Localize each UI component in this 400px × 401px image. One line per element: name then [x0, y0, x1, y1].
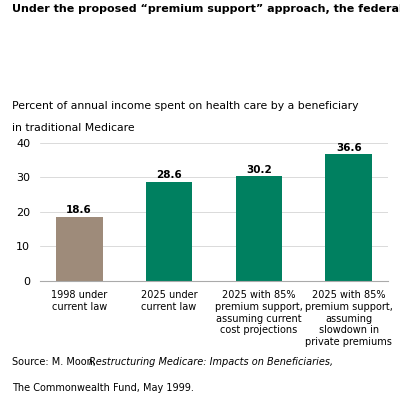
Bar	[56, 217, 102, 281]
Bar	[236, 176, 282, 281]
Text: Percent of annual income spent on health care by a beneficiary: Percent of annual income spent on health…	[12, 101, 358, 111]
Text: in traditional Medicare: in traditional Medicare	[12, 123, 135, 133]
Bar	[326, 154, 372, 281]
Text: Under the proposed “premium support” approach, the federal government would cont: Under the proposed “premium support” app…	[12, 4, 400, 14]
Text: The Commonwealth Fund, May 1999.: The Commonwealth Fund, May 1999.	[12, 383, 194, 393]
Text: Source: M. Moon,: Source: M. Moon,	[12, 357, 99, 367]
Text: 18.6: 18.6	[66, 205, 92, 215]
Bar	[146, 182, 192, 281]
Text: 36.6: 36.6	[336, 143, 362, 153]
Text: 30.2: 30.2	[246, 165, 272, 175]
Text: Restructuring Medicare: Impacts on Beneficiaries,: Restructuring Medicare: Impacts on Benef…	[89, 357, 333, 367]
Text: 28.6: 28.6	[156, 170, 182, 180]
